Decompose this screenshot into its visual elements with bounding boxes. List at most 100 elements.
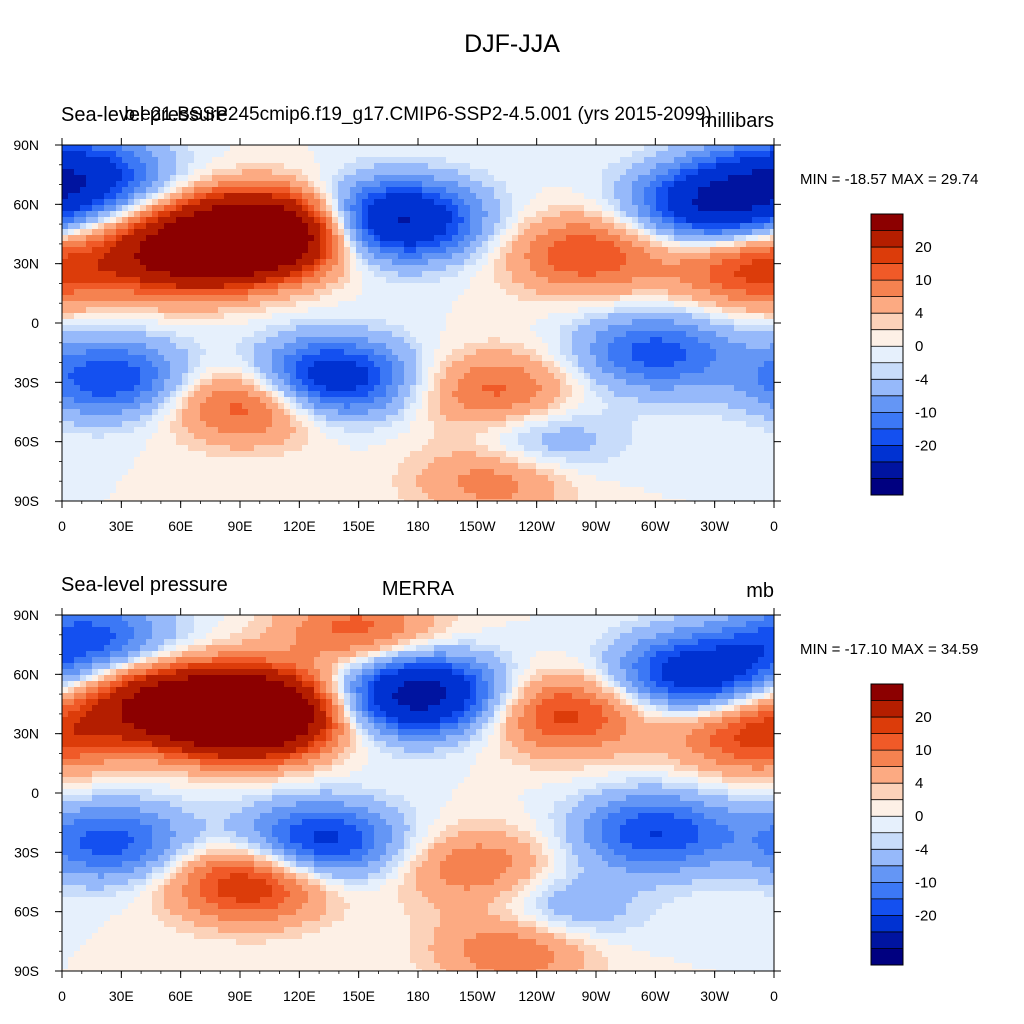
x-tick-label: 0	[770, 518, 778, 534]
colorbar-swatch	[871, 750, 903, 767]
x-tick-label: 150W	[459, 988, 496, 1004]
x-tick-label: 90W	[582, 988, 612, 1004]
x-tick-label: 60E	[168, 518, 193, 534]
y-tick-label: 0	[31, 785, 39, 801]
colorbar-swatch	[871, 799, 903, 817]
x-tick-label: 180	[406, 988, 430, 1004]
panel-1-minmax: MIN = -18.57 MAX = 29.74	[800, 171, 979, 188]
colorbar-1: 20 10 4 0 -4 -10 -20	[870, 213, 937, 496]
colorbar-2: 20 10 4 0 -4 -10 -20	[870, 683, 937, 966]
colorbar-frame	[870, 213, 904, 496]
colorbar-swatch	[871, 230, 903, 248]
colorbar-label: -4	[915, 841, 928, 858]
colorbar-swatch	[871, 700, 903, 718]
y-tick-label: 0	[31, 315, 39, 331]
x-tick-label: 0	[58, 518, 66, 534]
colorbar-swatch	[871, 931, 903, 949]
colorbar-swatch	[871, 865, 903, 883]
y-tick-label: 90S	[14, 493, 39, 509]
x-tick-label: 30E	[109, 988, 134, 1004]
colorbar-swatch	[871, 766, 903, 784]
colorbar-label: -20	[915, 907, 937, 924]
x-tick-label: 60W	[641, 988, 671, 1004]
colorbar-label: 20	[915, 239, 932, 256]
y-tick-label: 30N	[13, 726, 39, 742]
colorbar-swatch	[871, 832, 903, 850]
x-tick-label: 120E	[283, 518, 316, 534]
x-tick-label: 90E	[228, 518, 253, 534]
x-tick-label: 30W	[700, 988, 730, 1004]
x-tick-label: 180	[406, 518, 430, 534]
colorbar-label: 4	[915, 775, 923, 792]
colorbar-swatch	[871, 445, 903, 463]
colorbar-swatch	[871, 898, 903, 916]
colorbar-swatch	[871, 263, 903, 281]
colorbar-swatch	[871, 428, 903, 446]
colorbar-swatch	[871, 214, 903, 231]
x-tick-label: 0	[58, 988, 66, 1004]
colorbar-swatch	[871, 882, 903, 900]
colorbar-swatch	[871, 948, 903, 966]
panel-2-case-title: MERRA	[381, 578, 455, 600]
x-tick-label: 150E	[342, 988, 375, 1004]
colorbar-label: 10	[915, 742, 932, 759]
colorbar-label: 0	[915, 338, 923, 355]
colorbar-swatch	[871, 717, 903, 734]
colorbar-label: 10	[915, 272, 932, 289]
colorbar-swatch	[871, 783, 903, 801]
panel-1-variable-title: Sea-level pressure	[61, 104, 228, 126]
y-tick-label: 30N	[13, 256, 39, 272]
x-tick-label: 120W	[518, 988, 555, 1004]
y-tick-label: 60N	[13, 196, 39, 212]
x-tick-label: 90E	[228, 988, 253, 1004]
x-tick-label: 120W	[518, 518, 555, 534]
x-tick-label: 120E	[283, 988, 316, 1004]
colorbar-swatch	[871, 346, 903, 364]
y-tick-label: 60S	[14, 434, 39, 450]
y-tick-label: 30S	[14, 374, 39, 390]
x-tick-label: 30E	[109, 518, 134, 534]
colorbar-swatch	[871, 395, 903, 413]
colorbar-label: -10	[915, 874, 937, 891]
colorbar-swatch	[871, 915, 903, 933]
figure-title: DJF-JJA	[464, 30, 560, 58]
colorbar-swatch	[871, 684, 903, 701]
colorbar-swatch	[871, 849, 903, 867]
colorbar-swatch	[871, 313, 903, 331]
panel-2-units: mb	[746, 580, 774, 602]
colorbar-swatch	[871, 478, 903, 496]
panel-2-minmax: MIN = -17.10 MAX = 34.59	[800, 641, 979, 658]
colorbar-frame	[870, 683, 904, 966]
y-tick-label: 60S	[14, 904, 39, 920]
y-tick-label: 90S	[14, 963, 39, 979]
y-tick-label: 30S	[14, 844, 39, 860]
slp-field	[62, 145, 774, 501]
panel-1-case-title: b.e21.BSSP245cmip6.f19_g17.CMIP6-SSP2-4.…	[124, 104, 712, 125]
colorbar-label: -20	[915, 437, 937, 454]
y-tick-label: 90N	[13, 137, 39, 153]
colorbar-swatch	[871, 329, 903, 347]
colorbar-label: 20	[915, 709, 932, 726]
colorbar-swatch	[871, 816, 903, 834]
panel-1-units: millibars	[700, 110, 774, 132]
colorbar-swatch	[871, 362, 903, 380]
colorbar-label: 4	[915, 305, 923, 322]
x-tick-label: 60W	[641, 518, 671, 534]
colorbar-label: -4	[915, 371, 928, 388]
y-tick-label: 90N	[13, 607, 39, 623]
colorbar-swatch	[871, 296, 903, 314]
colorbar-label: 0	[915, 808, 923, 825]
y-tick-label: 60N	[13, 666, 39, 682]
x-tick-label: 90W	[582, 518, 612, 534]
colorbar-swatch	[871, 461, 903, 479]
colorbar-swatch	[871, 733, 903, 751]
panel-2-variable-title: Sea-level pressure	[61, 574, 228, 596]
x-tick-label: 30W	[700, 518, 730, 534]
colorbar-label: -10	[915, 404, 937, 421]
slp-field	[62, 615, 774, 971]
x-tick-label: 60E	[168, 988, 193, 1004]
colorbar-swatch	[871, 280, 903, 297]
colorbar-swatch	[871, 379, 903, 397]
map-panel-2: 0 30E 60E 90E 120E 150E 180 150W 120W 90W 60W 30W 0 9…	[13, 607, 781, 1004]
